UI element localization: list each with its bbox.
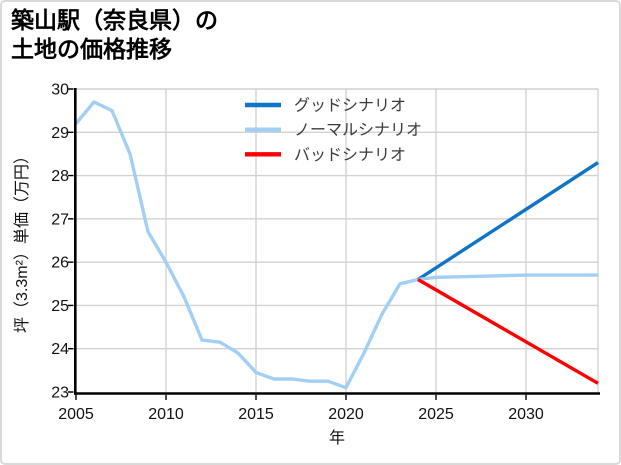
chart-title-line1: 築山駅（奈良県）の bbox=[11, 7, 218, 33]
y-tick-label: 30 bbox=[51, 82, 69, 99]
x-tick-label: 2010 bbox=[148, 406, 184, 423]
x-tick-label: 2015 bbox=[238, 406, 274, 423]
series-line-good-scenario bbox=[417, 161, 599, 281]
chart-title: 築山駅（奈良県）の 土地の価格推移 bbox=[11, 6, 218, 64]
x-tick-label: 2020 bbox=[328, 406, 364, 423]
y-tick-label: 29 bbox=[51, 125, 69, 142]
legend-label-bad-scenario: バッドシナリオ bbox=[294, 147, 406, 164]
y-tick-label: 24 bbox=[51, 341, 69, 358]
x-axis-label: 年 bbox=[329, 429, 345, 447]
x-tick-label: 2025 bbox=[418, 406, 454, 423]
y-tick-label: 26 bbox=[51, 255, 69, 272]
series-line-historical bbox=[74, 100, 419, 390]
y-tick-label: 23 bbox=[51, 385, 69, 402]
y-tick-label: 27 bbox=[51, 211, 69, 228]
y-tick-label: 28 bbox=[51, 168, 69, 185]
chart-title-line2: 土地の価格推移 bbox=[11, 36, 172, 62]
legend-label-normal-scenario: ノーマルシナリオ bbox=[294, 122, 422, 139]
series-line-normal-scenario bbox=[417, 273, 598, 282]
x-tick-label: 2005 bbox=[58, 406, 94, 423]
x-tick-label: 2030 bbox=[508, 406, 544, 423]
y-axis-label: 坪（3.3m²）単価（万円） bbox=[13, 148, 31, 333]
series-line-bad-scenario bbox=[417, 278, 599, 385]
legend-label-good-scenario: グッドシナリオ bbox=[294, 97, 406, 115]
y-tick-label: 25 bbox=[51, 298, 69, 315]
